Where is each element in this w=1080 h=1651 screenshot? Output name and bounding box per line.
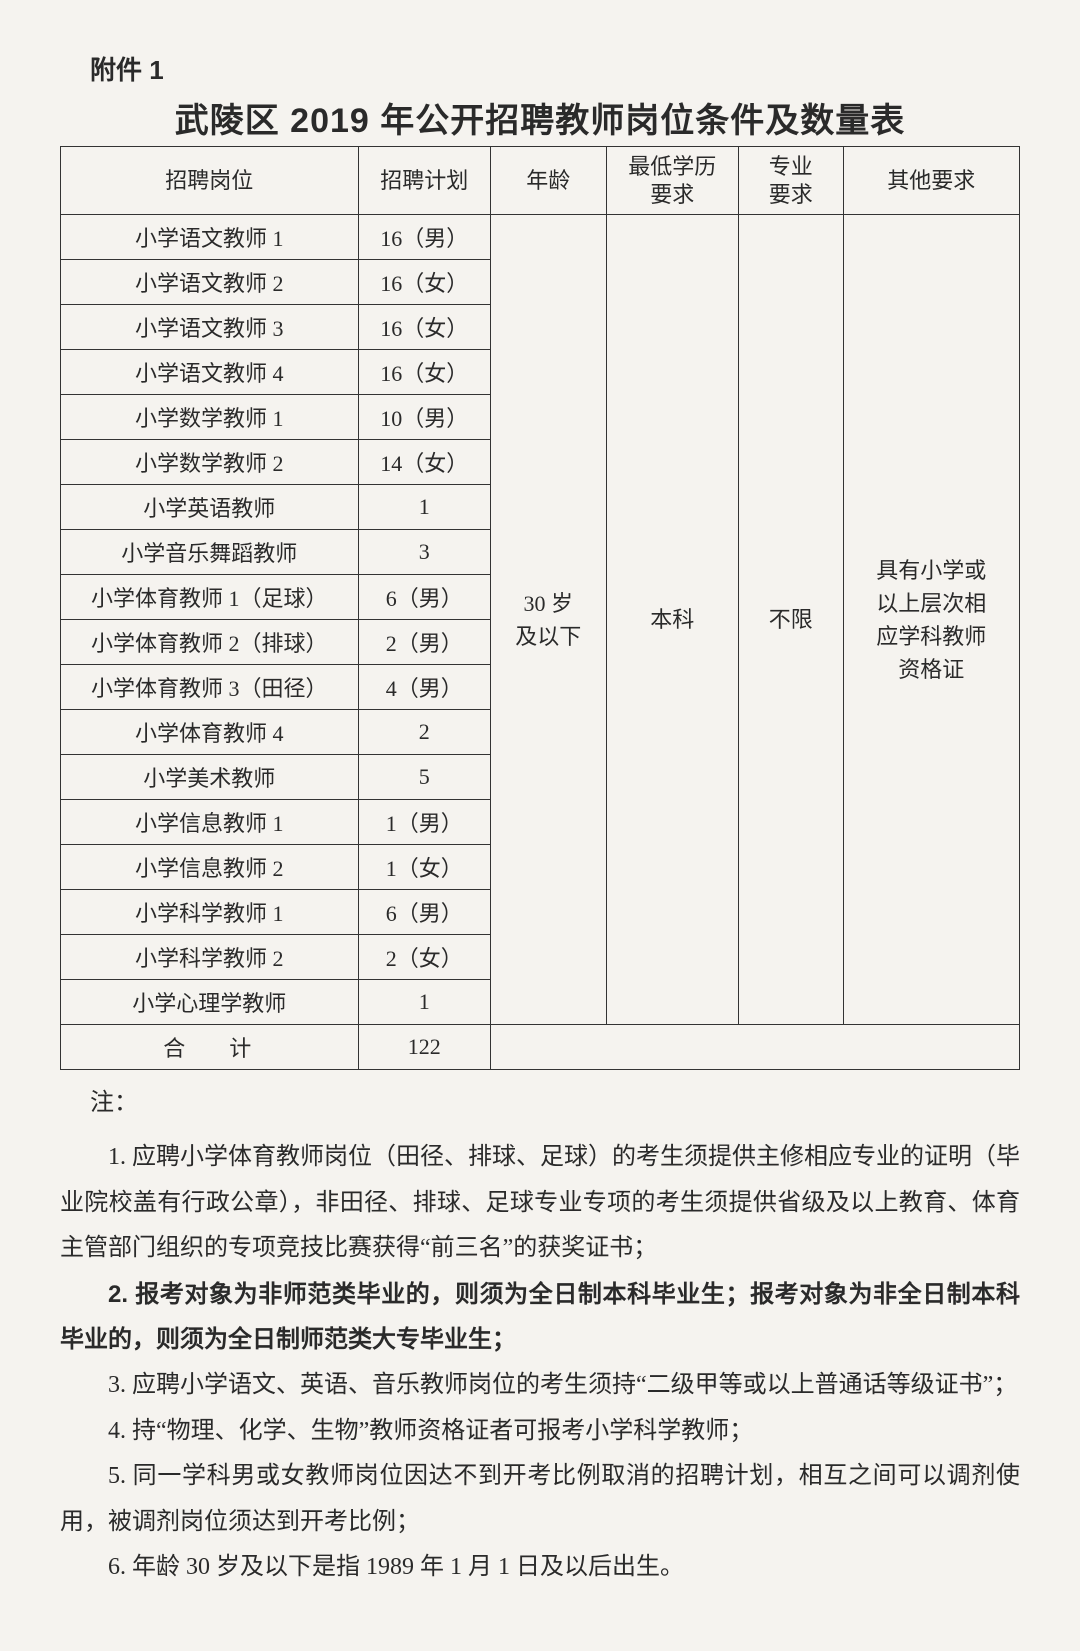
note-item: 3. 应聘小学语文、英语、音乐教师岗位的考生须持“二级甲等或以上普通话等级证书”… [60, 1363, 1020, 1409]
note-item: 6. 年龄 30 岁及以下是指 1989 年 1 月 1 日及以后出生。 [60, 1545, 1020, 1591]
cell-total-value: 122 [358, 1025, 490, 1070]
cell-total-label: 合计 [61, 1025, 359, 1070]
cell-position: 小学体育教师 2（排球） [61, 620, 359, 665]
note-item: 2. 报考对象为非师范类毕业的，则须为全日制本科毕业生；报考对象为非全日制本科毕… [60, 1272, 1020, 1363]
cell-position: 小学心理学教师 [61, 980, 359, 1025]
cell-plan: 1 [358, 485, 490, 530]
cell-position: 小学语文教师 2 [61, 260, 359, 305]
cell-position: 小学美术教师 [61, 755, 359, 800]
cell-plan: 14（女） [358, 440, 490, 485]
cell-plan: 16（男） [358, 215, 490, 260]
attachment-label: 附件 1 [90, 50, 1020, 87]
cell-plan: 2（男） [358, 620, 490, 665]
cell-age-merged: 30 岁及以下 [490, 215, 606, 1025]
cell-position: 小学英语教师 [61, 485, 359, 530]
cell-plan: 5 [358, 755, 490, 800]
positions-table: 招聘岗位 招聘计划 年龄 最低学历要求 专业要求 其他要求 小学语文教师 116… [60, 146, 1020, 1070]
header-major: 专业要求 [738, 147, 843, 215]
table-total-row: 合计122 [61, 1025, 1020, 1070]
cell-position: 小学科学教师 2 [61, 935, 359, 980]
table-row: 小学语文教师 116（男）30 岁及以下本科不限具有小学或以上层次相应学科教师资… [61, 215, 1020, 260]
table-header-row: 招聘岗位 招聘计划 年龄 最低学历要求 专业要求 其他要求 [61, 147, 1020, 215]
cell-position: 小学体育教师 3（田径） [61, 665, 359, 710]
cell-position: 小学数学教师 2 [61, 440, 359, 485]
cell-position: 小学音乐舞蹈教师 [61, 530, 359, 575]
cell-position: 小学体育教师 1（足球） [61, 575, 359, 620]
cell-position: 小学语文教师 4 [61, 350, 359, 395]
header-age: 年龄 [490, 147, 606, 215]
cell-plan: 10（男） [358, 395, 490, 440]
cell-edu-merged: 本科 [606, 215, 738, 1025]
table-body: 小学语文教师 116（男）30 岁及以下本科不限具有小学或以上层次相应学科教师资… [61, 215, 1020, 1070]
cell-major-merged: 不限 [738, 215, 843, 1025]
cell-position: 小学体育教师 4 [61, 710, 359, 755]
header-plan: 招聘计划 [358, 147, 490, 215]
cell-plan: 16（女） [358, 305, 490, 350]
cell-plan: 1 [358, 980, 490, 1025]
note-item: 4. 持“物理、化学、生物”教师资格证者可报考小学科学教师； [60, 1409, 1020, 1455]
cell-total-blank [490, 1025, 1019, 1070]
cell-plan: 16（女） [358, 260, 490, 305]
cell-plan: 2（女） [358, 935, 490, 980]
cell-position: 小学语文教师 3 [61, 305, 359, 350]
cell-plan: 1（男） [358, 800, 490, 845]
cell-plan: 4（男） [358, 665, 490, 710]
cell-plan: 2 [358, 710, 490, 755]
cell-position: 小学语文教师 1 [61, 215, 359, 260]
notes-section: 1. 应聘小学体育教师岗位（田径、排球、足球）的考生须提供主修相应专业的证明（毕… [60, 1135, 1020, 1591]
cell-plan: 3 [358, 530, 490, 575]
notes-label: 注： [90, 1082, 1020, 1117]
header-position: 招聘岗位 [61, 147, 359, 215]
cell-plan: 1（女） [358, 845, 490, 890]
header-other: 其他要求 [843, 147, 1019, 215]
document-title: 武陵区 2019 年公开招聘教师岗位条件及数量表 [60, 93, 1020, 142]
header-edu: 最低学历要求 [606, 147, 738, 215]
cell-position: 小学数学教师 1 [61, 395, 359, 440]
cell-position: 小学信息教师 2 [61, 845, 359, 890]
cell-plan: 6（男） [358, 575, 490, 620]
cell-plan: 6（男） [358, 890, 490, 935]
note-item: 5. 同一学科男或女教师岗位因达不到开考比例取消的招聘计划，相互之间可以调剂使用… [60, 1454, 1020, 1545]
cell-plan: 16（女） [358, 350, 490, 395]
note-item: 1. 应聘小学体育教师岗位（田径、排球、足球）的考生须提供主修相应专业的证明（毕… [60, 1135, 1020, 1272]
cell-position: 小学科学教师 1 [61, 890, 359, 935]
cell-position: 小学信息教师 1 [61, 800, 359, 845]
cell-other-merged: 具有小学或以上层次相应学科教师资格证 [843, 215, 1019, 1025]
